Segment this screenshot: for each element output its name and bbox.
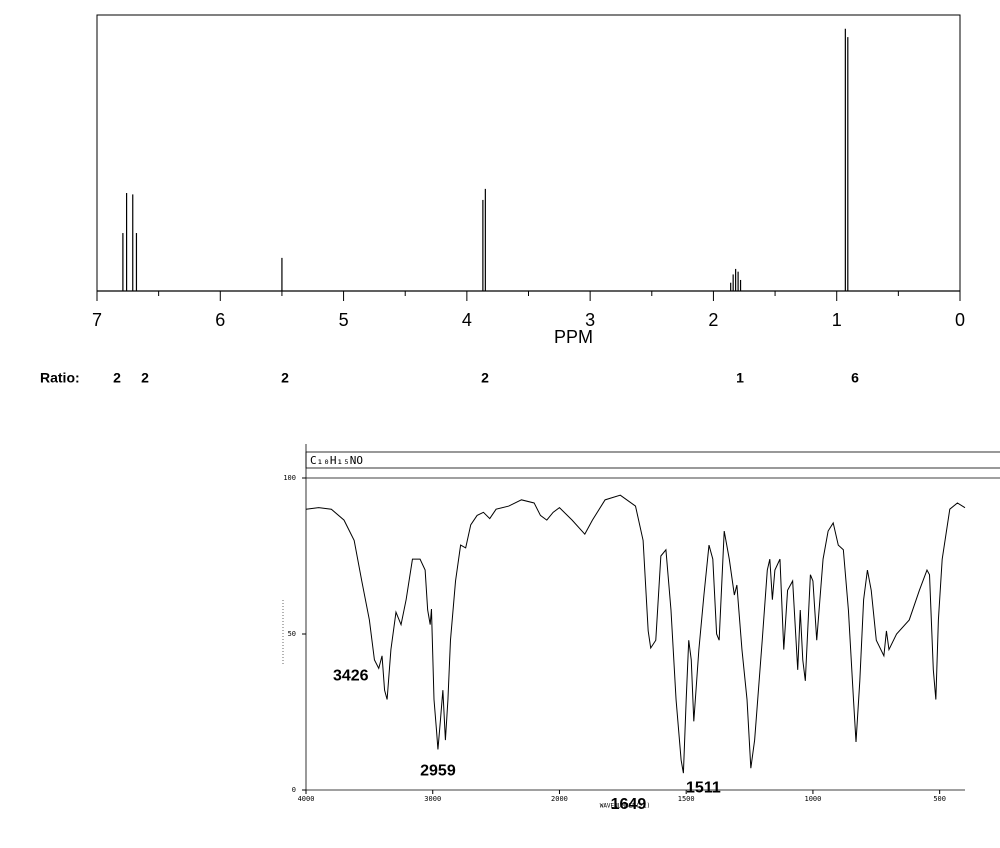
ratio-label: Ratio:	[40, 370, 80, 386]
y-tick-label: 0	[292, 786, 296, 794]
ratio-value: 2	[141, 370, 149, 386]
x-axis-label: WAVENUMBER(-1)	[600, 803, 651, 810]
peak-annotation: 1511	[686, 779, 721, 796]
y-tick-label: 50	[288, 630, 296, 638]
x-tick-label: 0	[955, 310, 965, 330]
ratio-value: 2	[481, 370, 489, 386]
x-axis-label: PPM	[554, 327, 593, 347]
plot-frame	[96, 14, 961, 292]
x-tick-label: 1000	[804, 795, 821, 803]
x-tick-label: 2000	[551, 795, 568, 803]
y-tick-label: 100	[283, 474, 296, 482]
ratio-value: 2	[281, 370, 289, 386]
x-tick-label: 4000	[298, 795, 315, 803]
peak-annotation: 3426	[333, 668, 369, 685]
ratio-value: 2	[113, 370, 121, 386]
ratio-value: 6	[851, 370, 859, 386]
x-tick-label: 5	[339, 310, 349, 330]
spectrum-line	[305, 494, 966, 774]
peak-annotation: 1649	[611, 796, 647, 813]
formula: C₁₀H₁₅NO	[310, 454, 363, 467]
x-tick-label: 500	[933, 795, 946, 803]
x-tick-label: 6	[215, 310, 225, 330]
x-tick-label: 1	[832, 310, 842, 330]
ratio-value: 1	[736, 370, 744, 386]
formula-box	[305, 451, 1000, 469]
x-tick-label: 1500	[678, 795, 695, 803]
x-tick-label: 4	[462, 310, 472, 330]
x-tick-label: 7	[92, 310, 102, 330]
x-tick-label: 3	[585, 310, 595, 330]
x-tick-label: 3000	[424, 795, 441, 803]
peak-annotation: 2959	[420, 763, 456, 780]
x-tick-label: 2	[708, 310, 718, 330]
